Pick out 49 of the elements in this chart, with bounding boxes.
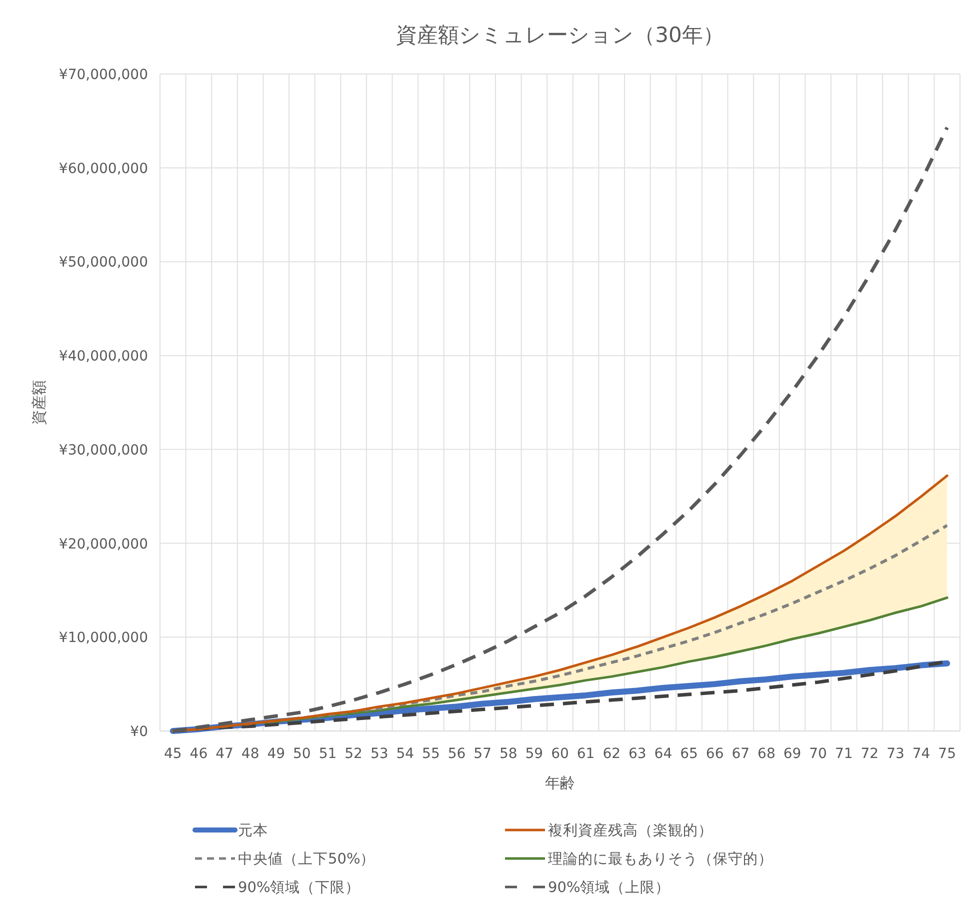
line-series [171, 126, 949, 733]
y-tick-label: ¥20,000,000 [58, 536, 148, 552]
x-tick-label: 57 [474, 746, 492, 762]
y-tick-label: ¥70,000,000 [58, 67, 148, 83]
x-axis-title: 年齢 [545, 774, 575, 792]
x-tick-label: 45 [164, 746, 182, 762]
x-tick-label: 61 [576, 746, 595, 762]
legend-label: 90%領域（下限） [238, 879, 360, 896]
x-tick-label: 71 [834, 746, 853, 762]
x-tick-label: 65 [680, 746, 698, 762]
x-tick-label: 64 [654, 746, 672, 762]
x-tick-label: 56 [448, 746, 466, 762]
x-tick-label: 59 [525, 746, 544, 762]
y-tick-label: ¥60,000,000 [58, 160, 148, 177]
x-tick-label: 47 [216, 746, 234, 762]
y-tick-label: ¥10,000,000 [58, 630, 148, 646]
x-tick-label: 50 [293, 746, 311, 762]
legend-label: 元本 [238, 822, 268, 839]
x-tick-label: 52 [344, 746, 362, 762]
x-tick-label: 58 [499, 746, 518, 762]
x-tick-label: 66 [706, 746, 724, 762]
x-tick-label: 54 [396, 746, 414, 762]
x-tick-label: 70 [809, 746, 827, 762]
y-tick-label: ¥30,000,000 [58, 442, 148, 458]
chart-title: 資産額シミュレーション（30年） [396, 23, 724, 47]
x-tick-label: 69 [783, 746, 802, 762]
x-tick-label: 72 [860, 746, 879, 762]
legend-label: 理論的に最もありそう（保守的） [548, 850, 773, 868]
x-tick-label: 63 [628, 746, 646, 762]
x-tick-label: 75 [938, 746, 956, 762]
x-tick-label: 48 [241, 746, 260, 762]
x-tick-label: 53 [370, 746, 388, 762]
y-tick-label: ¥0 [130, 724, 148, 740]
x-tick-label: 73 [886, 746, 904, 762]
x-tick-label: 67 [732, 746, 750, 762]
legend-label: 複利資産残高（楽観的） [548, 822, 713, 839]
x-tick-label: 49 [267, 746, 286, 762]
y-tick-label: ¥40,000,000 [58, 348, 148, 365]
x-tick-label: 62 [602, 746, 621, 762]
x-tick-label: 68 [758, 746, 776, 762]
legend-label: 90%領域（上限） [548, 879, 670, 896]
y-axis-title: 資産額 [30, 380, 48, 425]
x-tick-label: 46 [190, 746, 208, 762]
legend-label: 中央値（上下50%） [238, 850, 376, 868]
x-tick-label: 74 [912, 746, 930, 762]
x-tick-label: 51 [318, 746, 337, 762]
x-tick-label: 60 [551, 746, 569, 762]
y-tick-label: ¥50,000,000 [58, 254, 148, 271]
x-tick-label: 55 [422, 746, 440, 762]
